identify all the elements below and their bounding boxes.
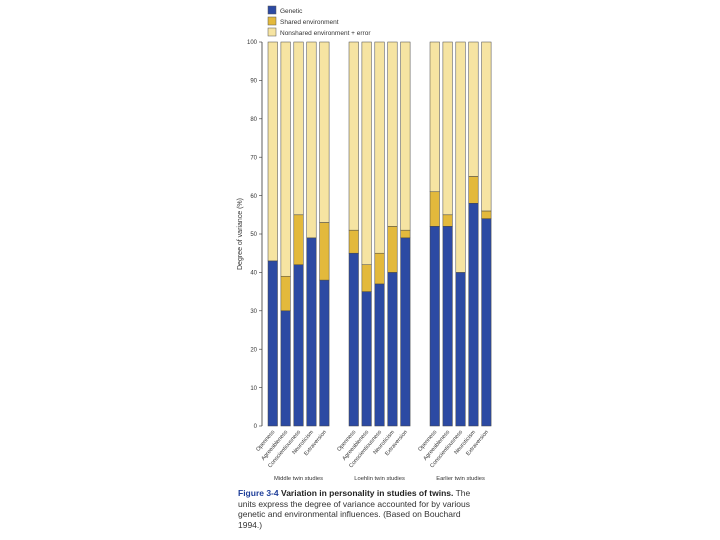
legend-label-2: Nonshared environment + error	[280, 30, 371, 37]
bar-g1-2-seg2	[374, 41, 385, 254]
y-tick-label-30: 30	[250, 309, 257, 315]
bar-g1-4-seg2	[400, 41, 411, 231]
caption-label: Figure 3-4	[238, 488, 279, 498]
y-tick-label-40: 40	[250, 271, 257, 277]
bar-g0-2-seg1	[293, 214, 304, 265]
bar-g0-3-seg2	[306, 41, 317, 239]
bar-g1-0-seg2	[348, 41, 359, 231]
bar-g0-3-seg0	[306, 237, 317, 427]
y-axis: 0 10 20 30 40 50 60 70 80 90 100 Degree of variance…	[237, 40, 263, 430]
caption-body: The units express the degree of variance…	[238, 488, 471, 530]
group-label-1: Loehlin twin studies	[354, 476, 405, 482]
bar-g0-2-seg0	[293, 264, 304, 427]
y-tick-label-50: 50	[250, 232, 257, 238]
bar-g1-3-seg2	[387, 41, 398, 227]
caption-title: Variation in personality in studies of t…	[281, 488, 454, 498]
bar-g2-1-seg0	[442, 226, 453, 427]
bar-g0-4-seg1	[319, 222, 330, 281]
x-axis-labels: OpennessAgreeablenessConscientiousnessNe…	[255, 429, 490, 482]
bar-g1-3-seg1	[387, 226, 398, 273]
bar-area	[267, 41, 492, 427]
y-tick-label-80: 80	[250, 117, 257, 123]
bar-g2-2-seg2	[455, 41, 466, 273]
chart-legend: Genetic Shared environment Nonshared envir…	[267, 5, 371, 37]
group-label-0: Middle twin studies	[274, 476, 323, 482]
bar-g2-4-seg0	[481, 218, 492, 427]
y-tick-label-0: 0	[254, 424, 258, 430]
bar-g2-3-seg2	[468, 41, 479, 177]
bar-g1-1-seg0	[361, 291, 372, 427]
bar-g2-4-seg1	[481, 210, 492, 219]
y-axis-title: Degree of variance (%)	[237, 198, 244, 270]
figure-caption: Figure 3-4 Variation in personality in s…	[238, 488, 478, 530]
bar-g2-3-seg1	[468, 176, 479, 204]
bar-g1-0-seg0	[348, 252, 359, 427]
bar-g2-0-seg1	[429, 191, 440, 227]
y-tick-label-100: 100	[247, 40, 258, 46]
bar-g1-2-seg1	[374, 252, 385, 285]
bar-g1-0-seg1	[348, 229, 359, 254]
bar-g0-0-seg2	[267, 41, 278, 262]
bar-g0-1-seg0	[280, 310, 291, 427]
y-tick-label-10: 10	[250, 386, 257, 392]
legend-swatch-2	[267, 27, 277, 37]
bar-g1-4-seg0	[400, 237, 411, 427]
y-tick-label-60: 60	[250, 194, 257, 200]
bar-g1-2-seg0	[374, 283, 385, 427]
legend-label-0: Genetic	[280, 8, 303, 15]
bar-g2-1-seg2	[442, 41, 453, 216]
legend-swatch-0	[267, 5, 277, 15]
bar-g0-0-seg0	[267, 260, 278, 427]
bar-g0-2-seg2	[293, 41, 304, 216]
bar-g0-1-seg1	[280, 275, 291, 312]
bar-g0-4-seg0	[319, 279, 330, 427]
bar-g1-1-seg2	[361, 41, 372, 265]
y-tick-label-70: 70	[250, 155, 257, 161]
legend-swatch-1	[267, 16, 277, 26]
bar-g1-3-seg0	[387, 272, 398, 427]
bar-g2-3-seg0	[468, 203, 479, 427]
bar-g0-1-seg2	[280, 41, 291, 277]
bar-g2-0-seg0	[429, 226, 440, 427]
group-label-2: Earlier twin studies	[436, 476, 485, 482]
legend-label-1: Shared environment	[280, 19, 339, 26]
bar-g1-4-seg1	[400, 229, 411, 239]
bar-g2-4-seg2	[481, 41, 492, 212]
bar-g0-4-seg2	[319, 41, 330, 223]
y-tick-label-20: 20	[250, 347, 257, 353]
y-tick-label-90: 90	[250, 79, 257, 85]
bar-g2-0-seg2	[429, 41, 440, 193]
bar-g2-1-seg1	[442, 214, 453, 227]
bar-g1-1-seg1	[361, 264, 372, 292]
bar-g2-2-seg0	[455, 272, 466, 427]
